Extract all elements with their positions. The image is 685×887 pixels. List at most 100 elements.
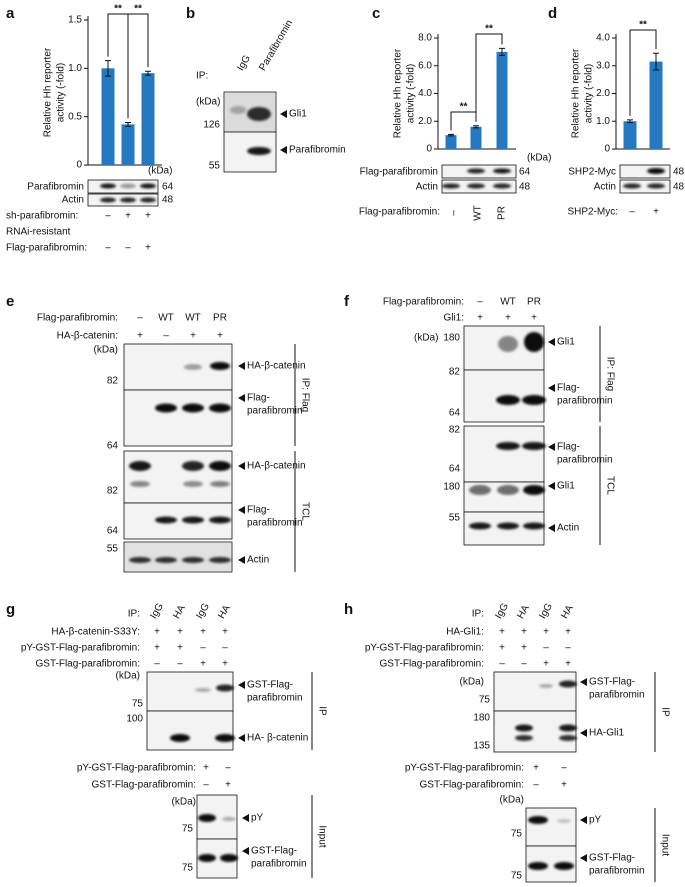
- band-label: Gli1: [289, 109, 307, 120]
- ip-label: IP:: [128, 609, 140, 620]
- band: [155, 403, 177, 413]
- lane-sign: +: [145, 211, 151, 222]
- band: [557, 819, 571, 823]
- blot-label: SHP2-Myc: [568, 167, 616, 178]
- bar: [445, 135, 457, 149]
- lane-label: IgG: [493, 601, 511, 621]
- lane-sign: –: [477, 297, 483, 308]
- arrowhead: [280, 110, 287, 118]
- kda-marker: 64: [519, 167, 531, 178]
- kda-unit: (kDa): [94, 345, 118, 356]
- group-label: TCL: [299, 502, 310, 521]
- significance-label: **: [134, 4, 142, 15]
- lane-sign: +: [521, 627, 527, 638]
- kda-marker: 64: [162, 182, 174, 193]
- band-label: HA- β-catenin: [247, 733, 308, 744]
- arrowhead: [548, 524, 555, 532]
- kda-marker: 135: [473, 741, 490, 752]
- error-bar: [105, 60, 111, 77]
- band: [220, 854, 238, 862]
- band-label: parafibromin: [247, 693, 303, 704]
- condition-label: sh-parafibromin:: [6, 211, 78, 222]
- lane-sign: +: [137, 331, 143, 342]
- band: [247, 147, 271, 155]
- group-label: TCL: [604, 476, 615, 495]
- lane-sign: +: [531, 313, 537, 324]
- bar: [101, 68, 115, 165]
- lane-sign: –: [521, 659, 527, 670]
- lane-sign: +: [499, 627, 505, 638]
- band: [222, 817, 236, 821]
- arrowhead: [548, 443, 555, 451]
- band-label: parafibromin: [589, 690, 645, 701]
- band: [215, 734, 235, 742]
- y-tick-label: 1.5: [68, 15, 82, 26]
- band: [170, 734, 190, 742]
- lane-sign: PR: [527, 297, 541, 308]
- band-label: Flag-: [247, 505, 270, 516]
- error-bar: [145, 70, 151, 76]
- blot-label: Parafibromin: [27, 182, 84, 193]
- blot: [493, 710, 577, 753]
- bar: [141, 73, 155, 165]
- condition-label: pY-GST-Flag-parafibromin:: [21, 643, 140, 654]
- lane-label: HA: [515, 603, 532, 621]
- y-tick-label: 8.0: [418, 33, 432, 44]
- condition-label: pY-GST-Flag-parafibromin:: [405, 763, 524, 774]
- blot-label: Actin: [416, 182, 438, 193]
- panel-letter: g: [6, 601, 15, 618]
- band: [183, 481, 203, 487]
- condition-label: GST-Flag-parafibromin:: [420, 780, 524, 791]
- y-tick-label: 0: [76, 160, 82, 171]
- band-label: HA-β-catenin: [247, 361, 306, 372]
- y-tick-label: 1.0: [596, 116, 610, 127]
- error-bar: [653, 52, 659, 71]
- kda-marker: 82: [449, 425, 461, 436]
- kda-marker: 82: [107, 486, 119, 497]
- lane-sign: +: [145, 243, 151, 254]
- band: [100, 197, 116, 203]
- group-label: IP: Flag: [604, 357, 615, 391]
- band: [498, 336, 518, 352]
- lane-label: Parafibromin: [257, 18, 295, 73]
- lane-sign: +: [477, 313, 483, 324]
- band: [559, 724, 577, 732]
- lane-sign: +: [200, 627, 206, 638]
- arrowhead: [548, 482, 555, 490]
- band: [559, 735, 577, 741]
- kda-marker: 100: [126, 714, 143, 725]
- kda-marker: 64: [449, 408, 461, 419]
- band: [120, 183, 136, 189]
- arrowhead: [238, 462, 245, 470]
- band: [209, 516, 231, 524]
- lane-label: –: [449, 210, 460, 216]
- band: [497, 522, 519, 530]
- band: [129, 557, 151, 563]
- band-label: HA-Gli1: [589, 728, 624, 739]
- band-label: parafibromin: [557, 455, 613, 466]
- lane-sign: –: [177, 659, 183, 670]
- y-tick-label: 1.0: [68, 63, 82, 74]
- kda-marker: 48: [519, 182, 531, 193]
- y-tick-label: 4.0: [596, 33, 610, 44]
- ip-label: IP:: [472, 609, 484, 620]
- lane-sign: –: [154, 659, 160, 670]
- arrowhead: [580, 678, 587, 686]
- bar: [623, 121, 637, 149]
- kda-marker: 48: [673, 167, 685, 178]
- significance-bracket: [629, 29, 657, 116]
- band: [155, 557, 177, 563]
- lane-sign: +: [222, 659, 228, 670]
- lane-label: IgG: [235, 53, 253, 73]
- band: [155, 516, 177, 524]
- y-tick-label: 2.0: [596, 88, 610, 99]
- band-label: Gli1: [557, 481, 575, 492]
- lane-sign: –: [105, 243, 111, 254]
- lane-sign: +: [543, 659, 549, 670]
- kda-marker: 48: [673, 182, 685, 193]
- band: [497, 485, 519, 495]
- lane-sign: +: [190, 331, 196, 342]
- condition-label: SHP2-Myc:: [567, 207, 618, 218]
- band: [198, 814, 216, 822]
- arrowhead: [238, 362, 245, 370]
